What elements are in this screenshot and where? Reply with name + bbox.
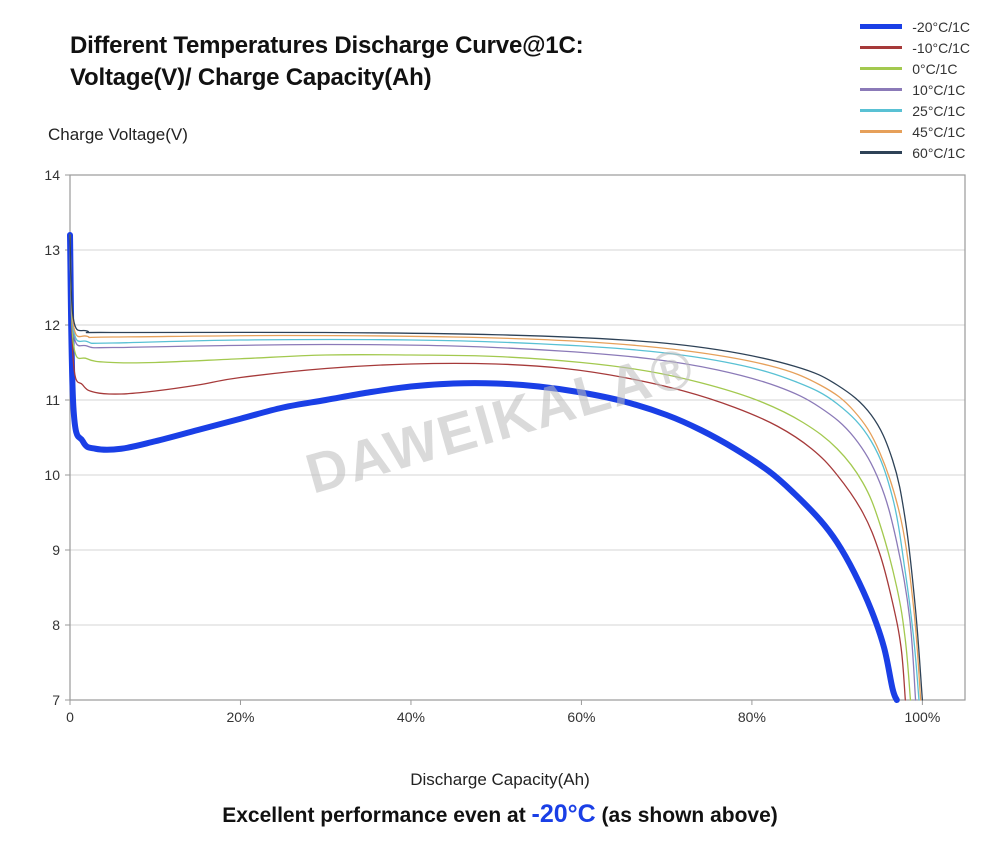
series-line bbox=[70, 235, 916, 700]
chart-title: Different Temperatures Discharge Curve@1… bbox=[70, 30, 583, 95]
svg-text:10: 10 bbox=[44, 467, 60, 483]
legend-swatch bbox=[860, 24, 902, 29]
series-line bbox=[70, 235, 897, 700]
legend-label: 10°C/1C bbox=[912, 82, 965, 98]
chart-caption: Excellent performance even at -20°C (as … bbox=[0, 800, 1000, 829]
svg-text:40%: 40% bbox=[397, 709, 425, 725]
svg-text:0: 0 bbox=[66, 709, 74, 725]
discharge-curve-chart: 7 8 9 10 11 12 13 14 0 20% 40% 60% 80% 100% bbox=[35, 170, 975, 730]
legend-item: 25°C/1C bbox=[860, 100, 970, 121]
y-axis-label: Charge Voltage(V) bbox=[48, 125, 188, 145]
series-line bbox=[70, 235, 922, 700]
svg-text:11: 11 bbox=[45, 392, 60, 408]
svg-text:7: 7 bbox=[52, 692, 60, 708]
legend: -20°C/1C -10°C/1C 0°C/1C 10°C/1C 25°C/1C 45°C… bbox=[860, 16, 970, 163]
title-line-2: Voltage(V)/ Charge Capacity(Ah) bbox=[70, 64, 431, 91]
series-line bbox=[70, 235, 921, 700]
legend-swatch bbox=[860, 67, 902, 70]
legend-label: -20°C/1C bbox=[912, 19, 970, 35]
svg-text:60%: 60% bbox=[567, 709, 595, 725]
svg-text:14: 14 bbox=[44, 170, 60, 183]
legend-item: -20°C/1C bbox=[860, 16, 970, 37]
legend-swatch bbox=[860, 151, 902, 154]
legend-item: 0°C/1C bbox=[860, 58, 970, 79]
svg-text:8: 8 bbox=[52, 617, 60, 633]
svg-text:13: 13 bbox=[44, 242, 60, 258]
caption-suffix: (as shown above) bbox=[596, 804, 778, 827]
legend-swatch bbox=[860, 88, 902, 91]
legend-label: 0°C/1C bbox=[912, 61, 957, 77]
title-line-1: Different Temperatures Discharge Curve@1… bbox=[70, 32, 583, 59]
svg-text:12: 12 bbox=[44, 317, 60, 333]
legend-item: 10°C/1C bbox=[860, 79, 970, 100]
legend-swatch bbox=[860, 109, 902, 112]
svg-text:9: 9 bbox=[52, 542, 60, 558]
caption-highlight: -20°C bbox=[532, 800, 596, 828]
legend-swatch bbox=[860, 46, 902, 49]
legend-item: 60°C/1C bbox=[860, 142, 970, 163]
series-line bbox=[70, 235, 910, 700]
legend-swatch bbox=[860, 130, 902, 133]
legend-label: 60°C/1C bbox=[912, 145, 965, 161]
series-line bbox=[70, 235, 905, 700]
svg-text:100%: 100% bbox=[904, 709, 940, 725]
caption-prefix: Excellent performance even at bbox=[222, 804, 531, 827]
chart-plot-area: 7 8 9 10 11 12 13 14 0 20% 40% 60% 80% 100% bbox=[35, 170, 975, 730]
svg-text:20%: 20% bbox=[226, 709, 254, 725]
legend-item: 45°C/1C bbox=[860, 121, 970, 142]
svg-text:80%: 80% bbox=[738, 709, 766, 725]
legend-label: 45°C/1C bbox=[912, 124, 965, 140]
legend-item: -10°C/1C bbox=[860, 37, 970, 58]
legend-label: -10°C/1C bbox=[912, 40, 970, 56]
x-axis-label: Discharge Capacity(Ah) bbox=[0, 770, 1000, 790]
series-line bbox=[70, 235, 919, 700]
legend-label: 25°C/1C bbox=[912, 103, 965, 119]
